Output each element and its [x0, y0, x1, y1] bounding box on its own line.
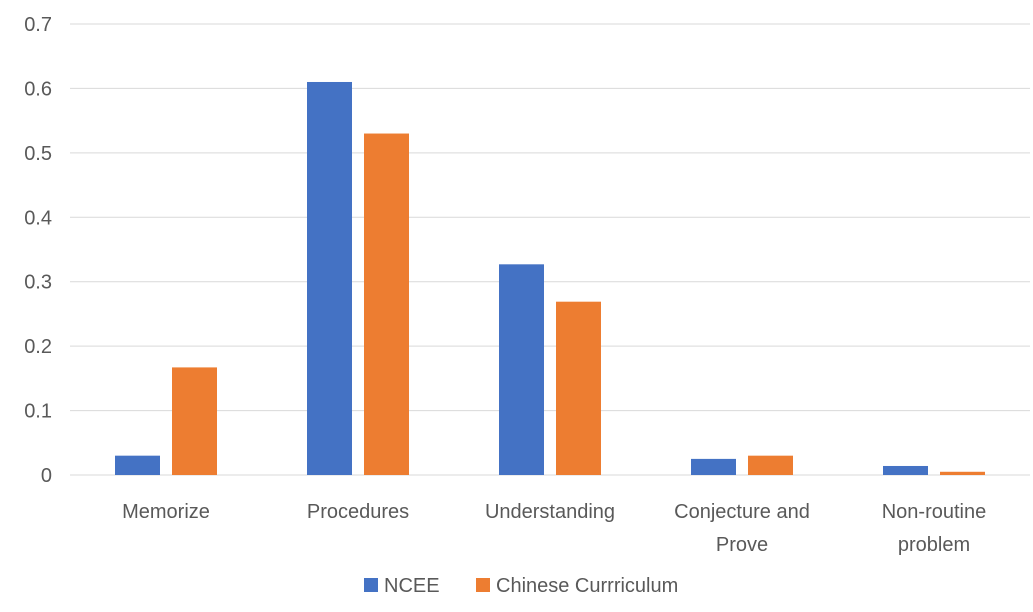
y-tick-label: 0.3 — [24, 272, 52, 294]
bar-ncee-3 — [691, 458, 736, 475]
bar-chinese-currriculum-1 — [364, 133, 409, 475]
y-tick-label: 0.4 — [24, 207, 52, 229]
bar-ncee-0 — [115, 455, 160, 475]
x-axis-category-labels: Memorize Procedures Understanding Conjectur… — [122, 501, 986, 556]
x-category-label: Non-routine — [882, 501, 987, 523]
y-tick-label: 0.2 — [24, 336, 52, 358]
y-axis-tick-labels: 0 0.1 0.2 0.3 0.4 0.5 0.6 0.7 — [24, 14, 52, 487]
bar-ncee-4 — [883, 465, 928, 475]
y-tick-label: 0.7 — [24, 14, 52, 36]
x-category-label: Procedures — [307, 501, 409, 523]
y-tick-label: 0.5 — [24, 143, 52, 165]
bar-chinese-currriculum-4 — [940, 471, 985, 475]
legend-label: Chinese Currriculum — [496, 575, 678, 597]
legend-swatch-ncee — [364, 578, 378, 592]
x-category-label: Understanding — [485, 501, 615, 523]
x-category-label: Memorize — [122, 501, 210, 523]
y-tick-label: 0 — [41, 465, 52, 487]
gridlines — [70, 23, 1030, 476]
bars — [115, 81, 985, 475]
x-category-label: Conjecture and — [674, 501, 810, 523]
y-tick-label: 0.6 — [24, 78, 52, 100]
x-category-label: Prove — [716, 534, 768, 556]
legend-label: NCEE — [384, 575, 440, 597]
legend-swatch-chinese-currriculum — [476, 578, 490, 592]
y-tick-label: 0.1 — [24, 401, 52, 423]
bar-chinese-currriculum-0 — [172, 367, 217, 475]
bar-ncee-2 — [499, 264, 544, 475]
bar-chinese-currriculum-2 — [556, 301, 601, 475]
bar-chinese-currriculum-3 — [748, 455, 793, 475]
bar-ncee-1 — [307, 81, 352, 475]
x-category-label: problem — [898, 534, 970, 556]
legend: NCEE Chinese Currriculum — [364, 575, 678, 597]
